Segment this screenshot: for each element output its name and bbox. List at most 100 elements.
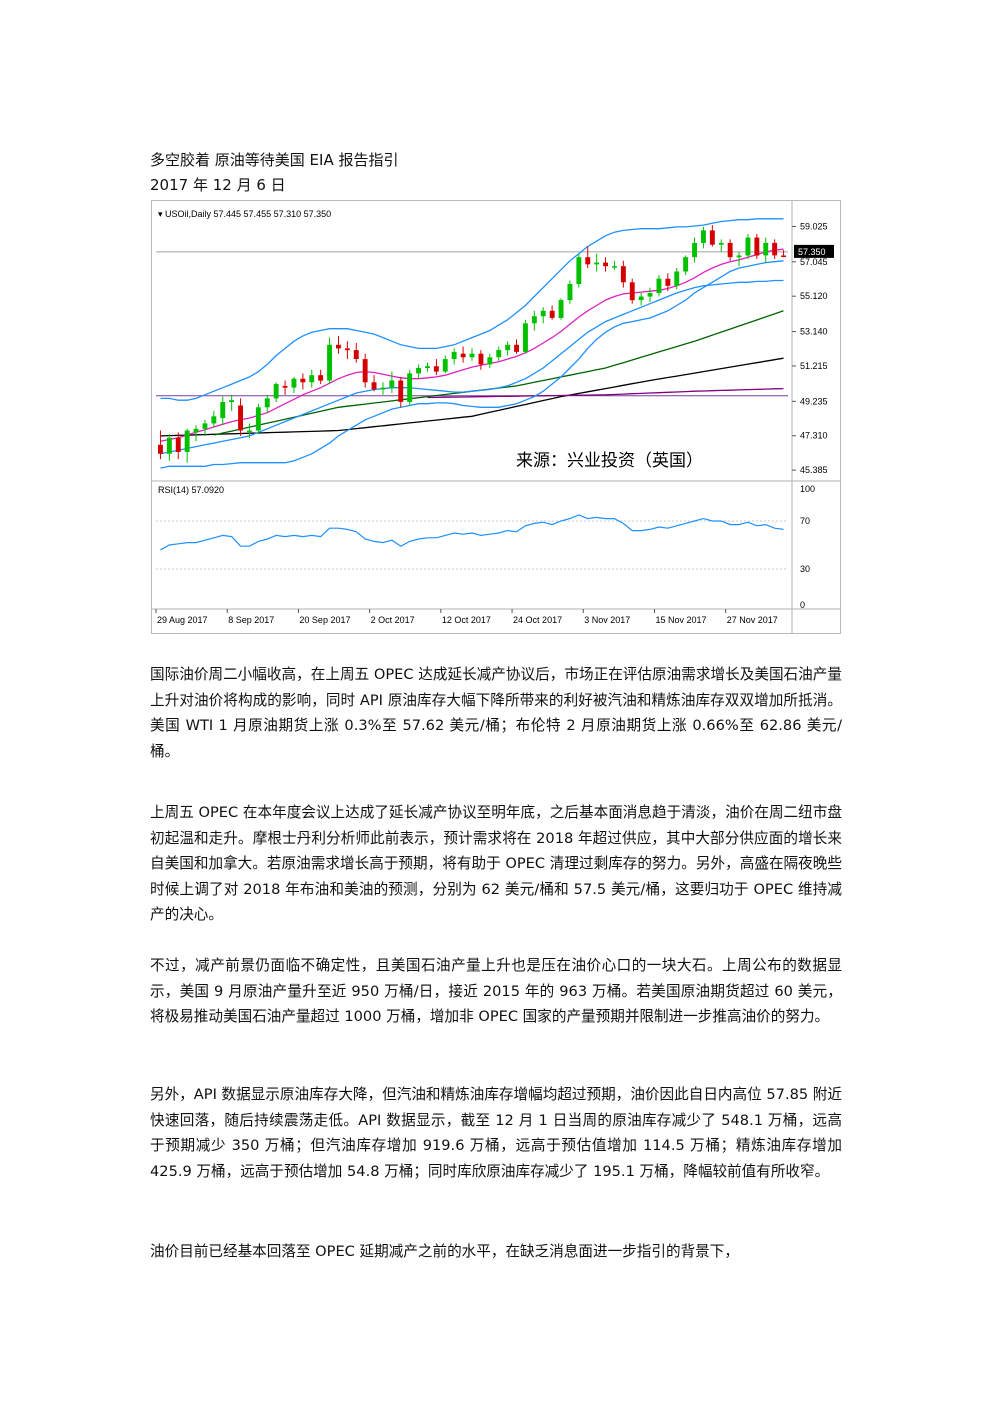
candle-body bbox=[594, 262, 600, 265]
bollinger-lower-line bbox=[160, 260, 784, 469]
candle-body bbox=[718, 242, 724, 245]
candle-body bbox=[318, 375, 324, 381]
ma-very-long-line bbox=[427, 387, 784, 399]
price-tick-label: 57.045 bbox=[800, 257, 828, 267]
candle-body bbox=[255, 407, 261, 431]
bollinger-inner-line bbox=[160, 279, 784, 455]
candle-body bbox=[291, 378, 297, 388]
chart-canvas: RSI(14) 57.0920 100 70 30 0 ▾ USOil,Daily 57… bbox=[152, 201, 840, 633]
candle-body bbox=[683, 257, 689, 272]
candle-body bbox=[612, 266, 617, 268]
candle-body bbox=[362, 359, 368, 383]
candle-body bbox=[531, 316, 537, 324]
candle-body bbox=[496, 350, 502, 358]
candle-body bbox=[380, 387, 386, 390]
candle-body bbox=[629, 282, 635, 301]
candles bbox=[158, 225, 786, 463]
candle-body bbox=[701, 230, 706, 243]
rsi-tick-label: 0 bbox=[800, 600, 805, 610]
paragraph-1: 国际油价周二小幅收高，在上周五 OPEC 达成延长减产协议后，市场正在评估原油需… bbox=[150, 666, 842, 760]
candle-body bbox=[727, 242, 733, 258]
candle-body bbox=[558, 300, 564, 318]
price-tick-label: 53.140 bbox=[800, 327, 828, 337]
rsi-line bbox=[160, 514, 784, 551]
candle-body bbox=[523, 323, 528, 352]
candle-body bbox=[300, 378, 306, 383]
rsi-tick-label: 100 bbox=[800, 484, 815, 494]
current-price-label: 57.350 bbox=[798, 247, 826, 257]
date-tick-label: 24 Oct 2017 bbox=[513, 615, 562, 625]
candle-body bbox=[247, 430, 252, 432]
price-tick-label: 49.235 bbox=[800, 396, 828, 406]
candle-body bbox=[371, 382, 377, 390]
candle-body bbox=[763, 242, 769, 256]
bollinger-upper-line bbox=[160, 218, 784, 401]
candle-body bbox=[193, 428, 199, 433]
candle-body bbox=[353, 350, 359, 359]
candle-body bbox=[425, 366, 430, 368]
source-label: 来源：兴业投资（英国） bbox=[516, 451, 703, 471]
candle-body bbox=[620, 266, 626, 283]
price-tick-label: 47.310 bbox=[800, 431, 828, 441]
candle-body bbox=[211, 416, 217, 424]
candle-body bbox=[656, 278, 662, 293]
candle-body bbox=[336, 344, 341, 349]
candle-body bbox=[273, 384, 279, 399]
candle-body bbox=[309, 375, 315, 383]
candle-body bbox=[238, 405, 243, 431]
candle-body bbox=[487, 357, 493, 365]
candle-body bbox=[416, 368, 421, 374]
candle-body bbox=[158, 444, 163, 454]
price-tick-label: 51.215 bbox=[800, 361, 828, 371]
date-tick-label: 20 Sep 2017 bbox=[299, 615, 350, 625]
candle-body bbox=[166, 437, 172, 454]
paragraph-4: 另外，API 数据显示原油库存大降，但汽油和精炼油库存增幅均超过预期，油价因此自… bbox=[150, 1086, 842, 1180]
candle-body bbox=[282, 385, 288, 388]
candle-body bbox=[327, 344, 332, 381]
candle-body bbox=[603, 262, 608, 267]
candle-body bbox=[665, 278, 671, 286]
ma-short-line bbox=[160, 248, 784, 442]
indicator-lines bbox=[156, 218, 788, 469]
candle-body bbox=[638, 296, 644, 301]
paragraph-2: 上周五 OPEC 在本年度会议上达成了延长减产协议至明年底，之后基本面消息趋于清… bbox=[150, 804, 842, 924]
date-tick-label: 8 Sep 2017 bbox=[228, 615, 274, 625]
document-title: 多空胶着 原油等待美国 EIA 报告指引 bbox=[150, 151, 399, 169]
candle-body bbox=[745, 237, 751, 256]
candle-body bbox=[469, 353, 475, 358]
candle-body bbox=[478, 353, 484, 365]
paragraph-3: 不过，减产前景仍面临不确定性，且美国石油产量上升也是压在油价心口的一块大石。上周… bbox=[150, 957, 842, 1026]
candle-body bbox=[184, 430, 190, 452]
candle-body bbox=[647, 293, 653, 297]
date-tick-label: 27 Nov 2017 bbox=[727, 615, 778, 625]
candle-body bbox=[433, 366, 439, 372]
date-tick-label: 2 Oct 2017 bbox=[371, 615, 415, 625]
candle-body bbox=[692, 242, 697, 258]
candle-body bbox=[736, 255, 742, 258]
candle-body bbox=[460, 353, 466, 358]
date-tick-label: 3 Nov 2017 bbox=[584, 615, 630, 625]
document-date: 2017 年 12 月 6 日 bbox=[150, 176, 286, 194]
candle-body bbox=[781, 255, 786, 257]
candle-body bbox=[709, 230, 715, 245]
candle-body bbox=[175, 437, 181, 452]
candle-body bbox=[229, 400, 235, 402]
candle-body bbox=[585, 257, 591, 265]
date-tick-label: 29 Aug 2017 bbox=[157, 615, 208, 625]
date-tick-label: 15 Nov 2017 bbox=[655, 615, 706, 625]
candle-body bbox=[389, 380, 395, 388]
price-chart: RSI(14) 57.0920 100 70 30 0 ▾ USOil,Daily 57… bbox=[151, 200, 841, 634]
candle-body bbox=[220, 402, 226, 419]
candle-body bbox=[398, 380, 404, 402]
chart-header: ▾ USOil,Daily 57.445 57.455 57.310 57.35… bbox=[158, 209, 331, 219]
rsi-tick-label: 70 bbox=[800, 516, 810, 526]
price-tick-label: 45.385 bbox=[800, 465, 828, 475]
rsi-tick-label: 30 bbox=[800, 564, 810, 574]
candle-body bbox=[674, 271, 680, 286]
candle-body bbox=[451, 351, 457, 359]
candle-body bbox=[344, 348, 350, 351]
candle-body bbox=[202, 423, 208, 429]
axes: ▾ USOil,Daily 57.445 57.455 57.310 57.35… bbox=[152, 201, 840, 633]
rsi-label: RSI(14) 57.0920 bbox=[158, 485, 224, 495]
ma-long-line bbox=[160, 357, 784, 437]
